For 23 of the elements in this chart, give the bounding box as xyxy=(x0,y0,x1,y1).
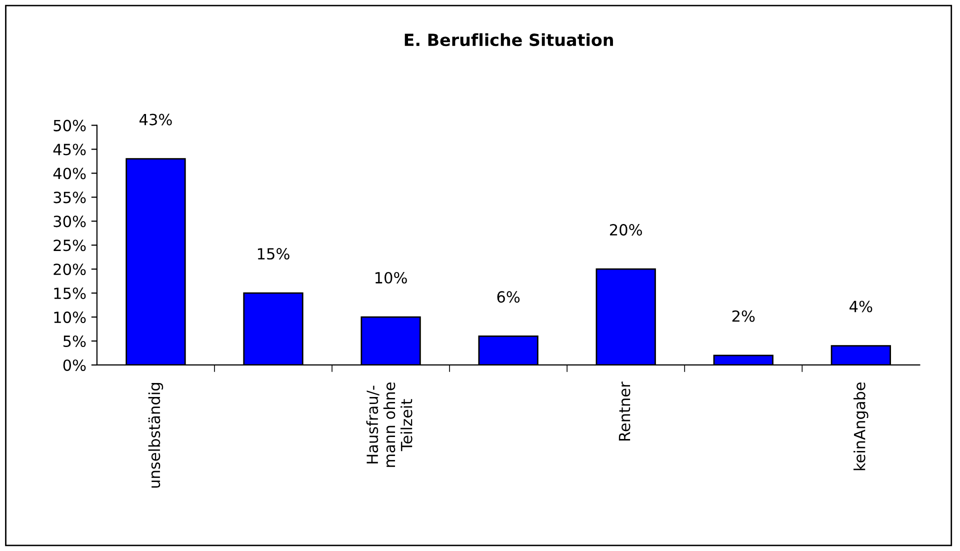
y-tick-label: 40% xyxy=(53,168,86,180)
x-tick-label: keinAngabe xyxy=(854,382,868,470)
data-label: 10% xyxy=(375,272,407,284)
y-tick-label: 5% xyxy=(63,335,86,348)
y-tick-label: 30% xyxy=(54,216,86,228)
data-label: 6% xyxy=(497,291,520,303)
y-tick-label: 0% xyxy=(63,359,86,372)
y-tick-label: 15% xyxy=(54,288,86,300)
x-tick-label: unselbständig xyxy=(148,383,164,488)
data-label: 4% xyxy=(850,300,872,312)
y-tick-label: 45% xyxy=(53,144,86,156)
x-tick-label: Hausfrau/- mann ohne Teilzeit xyxy=(366,382,412,467)
y-tick-label: 50% xyxy=(54,120,86,132)
data-label: 15% xyxy=(258,248,290,260)
y-tick-label: 25% xyxy=(54,240,86,252)
y-tick-label: 35% xyxy=(54,192,86,204)
chart-title: E. Berufliche Situation xyxy=(404,33,613,46)
data-label: 43% xyxy=(139,114,172,126)
x-tick-label: Rentner xyxy=(618,382,630,441)
data-label: 20% xyxy=(610,224,642,236)
y-tick-label: 20% xyxy=(54,264,86,276)
y-tick-label: 10% xyxy=(54,312,86,324)
data-label: 2% xyxy=(732,310,755,322)
